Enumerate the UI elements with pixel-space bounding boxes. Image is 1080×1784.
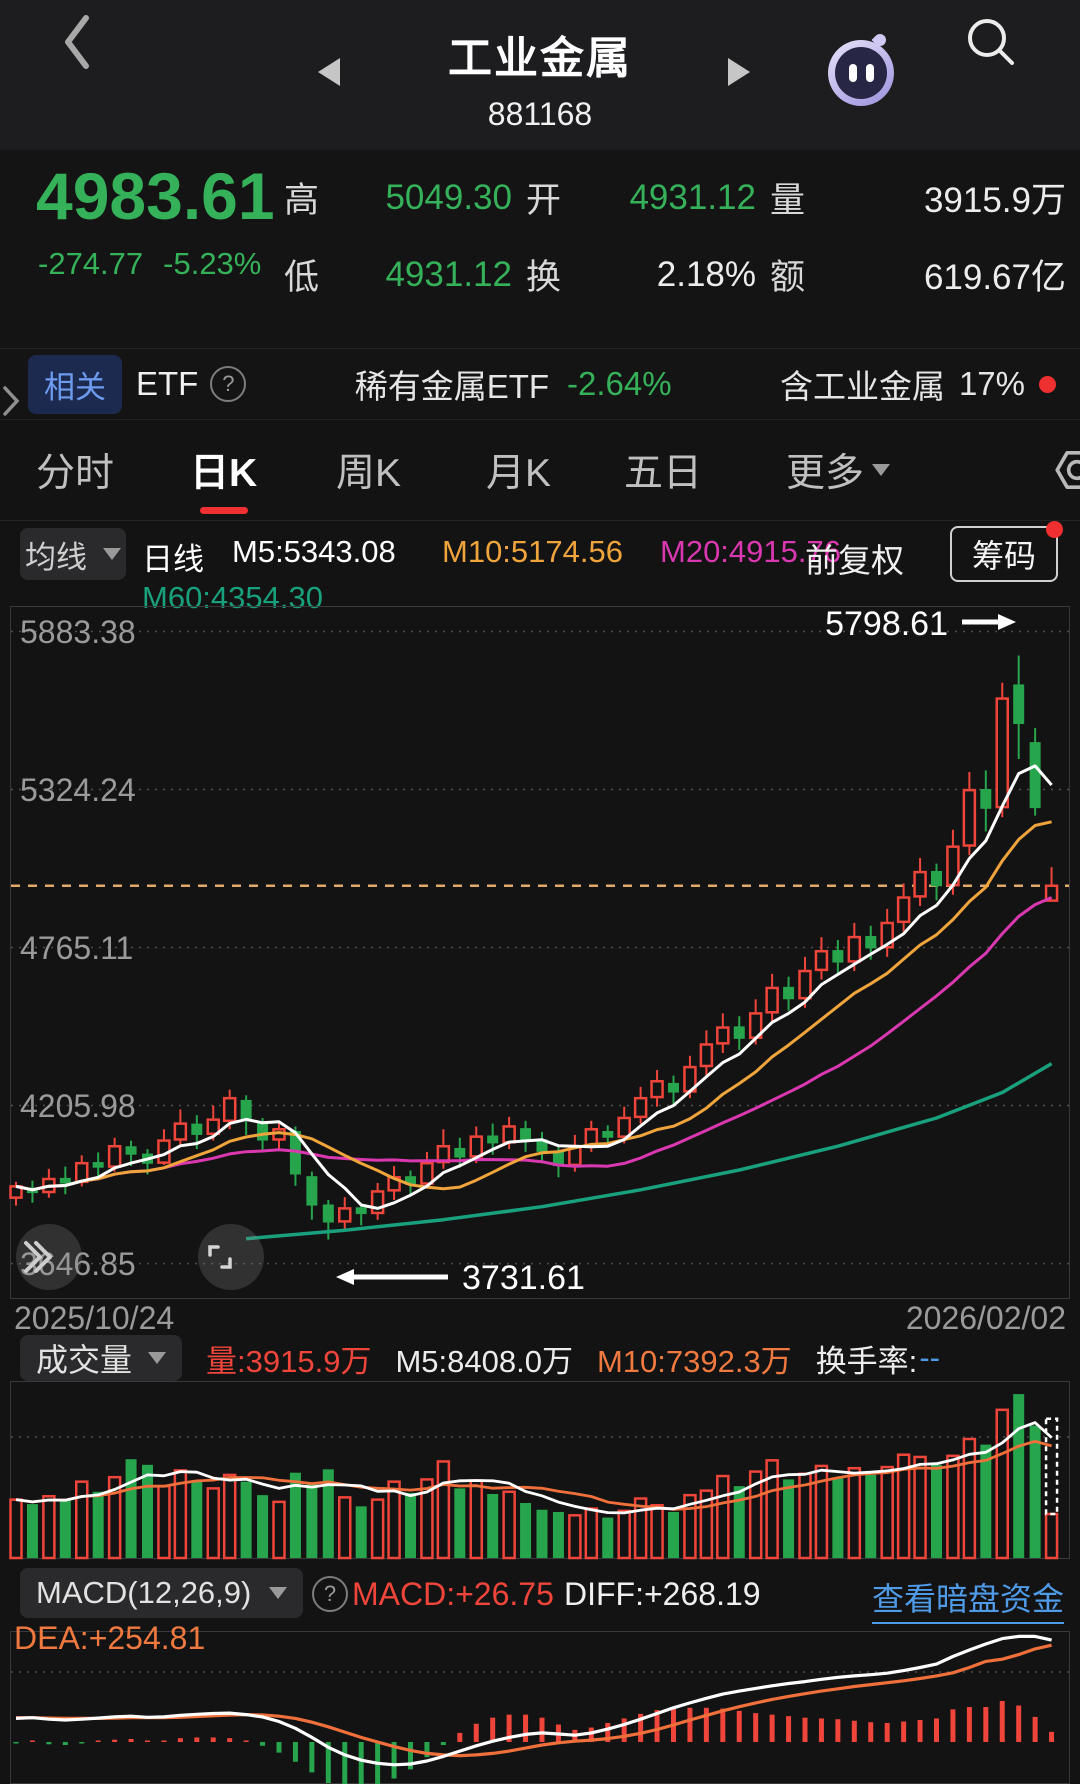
tab-five-day[interactable]: 五日 xyxy=(624,452,703,495)
volume-current: 量:3915.9万 xyxy=(206,1343,372,1379)
fullscreen-button[interactable] xyxy=(198,1224,264,1290)
date-start: 2025/10/24 xyxy=(14,1300,175,1336)
stat-value-turnover: 2.18% xyxy=(656,254,756,294)
kline-chart[interactable]: 5798.61 3731.61 xyxy=(0,605,1080,1300)
etf-holding-label: 含工业金属 xyxy=(779,368,945,405)
etf-name: 稀有金属ETF xyxy=(354,368,550,405)
dea-value: DEA:+254.81 xyxy=(14,1620,206,1656)
chevron-down-icon xyxy=(148,1352,167,1364)
fullscreen-icon xyxy=(208,1245,232,1269)
stat-label-turnover: 换 xyxy=(526,258,562,297)
tab-more-dropdown[interactable]: 更多 xyxy=(786,420,891,520)
stock-code: 881168 xyxy=(487,96,593,132)
prev-stock-button[interactable] xyxy=(318,58,340,86)
price-change: -274.77 xyxy=(38,246,144,281)
next-triangle-icon xyxy=(728,58,750,86)
collapse-panel-button[interactable] xyxy=(16,1224,82,1290)
prev-triangle-icon xyxy=(318,58,340,86)
search-icon xyxy=(968,19,1014,65)
help-icon[interactable]: ? xyxy=(210,366,247,402)
volume-bars xyxy=(9,1394,1069,1560)
low-annotation: 3731.61 xyxy=(336,1259,585,1297)
ma20-value: M20:4915.76 xyxy=(660,534,841,569)
y-axis-label: 4205.98 xyxy=(20,1088,136,1124)
tab-monthly-k[interactable]: 月K xyxy=(486,452,552,495)
header-bar: 工业金属 881168 xyxy=(0,0,1080,150)
page-title: 工业金属 xyxy=(448,34,632,83)
next-stock-button[interactable] xyxy=(728,58,750,86)
y-axis-label: 5324.24 xyxy=(20,772,136,808)
dark-pool-link[interactable]: 查看暗盘资金 xyxy=(871,1574,1064,1624)
macd-series xyxy=(11,1634,1069,1784)
kline-legend: 均线 日线 M5:5343.08 M10:5174.56 M20:4915.76… xyxy=(0,521,1080,615)
ma-dropdown-button[interactable]: 均线 xyxy=(20,528,126,580)
chevron-down-icon xyxy=(269,1587,288,1599)
volume-ma5: M5:8408.0万 xyxy=(395,1343,573,1379)
chevron-down-icon xyxy=(872,464,891,476)
ma5-value: M5:5343.08 xyxy=(232,534,396,569)
y-axis-label: 3646.85 xyxy=(20,1246,136,1282)
price-change-row: -274.77 -5.23% xyxy=(38,246,261,282)
stat-label-low: 低 xyxy=(284,258,320,297)
diff-value: DIFF:+268.19 xyxy=(564,1576,761,1612)
help-icon[interactable]: ? xyxy=(312,1576,348,1612)
volume-ma10: M10:7392.3万 xyxy=(596,1343,792,1379)
period-label: 日线 xyxy=(142,542,204,577)
volume-legend: 成交量 量:3915.9万 M5:8408.0万 M10:7392.3万 换手率… xyxy=(0,1335,1080,1381)
y-axis-label: 5883.38 xyxy=(20,614,136,650)
related-badge: 相关 xyxy=(28,354,122,414)
etf-label: ETF xyxy=(136,365,199,402)
chart-tab-bar: 分时 日K 周K 月K 五日 更多 xyxy=(0,420,1080,521)
chevron-down-icon xyxy=(103,548,121,560)
tab-weekly-k[interactable]: 周K xyxy=(336,452,402,495)
stat-value-open: 4931.12 xyxy=(629,177,756,217)
x-axis-dates: 2025/10/24 2026/02/02 xyxy=(0,1300,1080,1338)
notification-dot xyxy=(1039,375,1056,393)
quote-panel: 4983.61 -274.77 -5.23% 高 5049.30 开 4931.… xyxy=(0,150,1080,346)
assistant-robot-button[interactable] xyxy=(828,31,894,106)
ma60-value: M60:4354.30 xyxy=(142,580,323,615)
stat-label-high: 高 xyxy=(284,181,320,220)
macd-value: MACD:+26.75 xyxy=(352,1576,554,1612)
quote-stats-grid: 高 5049.30 开 4931.12 量 3915.9万 低 4931.12 … xyxy=(284,172,1066,300)
adjust-mode-toggle[interactable]: 前复权 xyxy=(805,542,904,579)
related-etf-row[interactable]: 相关 ETF ? 稀有金属ETF -2.64% 含工业金属 17% xyxy=(0,348,1080,420)
svg-text:5798.61: 5798.61 xyxy=(825,605,948,643)
svg-text:3731.61: 3731.61 xyxy=(462,1259,585,1297)
stat-label-open: 开 xyxy=(526,181,562,220)
stat-value-volume: 3915.9万 xyxy=(923,181,1066,220)
robot-face-icon xyxy=(835,47,887,99)
candlestick-series xyxy=(9,630,1069,1265)
y-axis-label: 4765.11 xyxy=(20,930,134,966)
current-price: 4983.61 xyxy=(36,159,275,233)
volume-dropdown-button[interactable]: 成交量 xyxy=(20,1335,183,1381)
volume-chart[interactable] xyxy=(0,1380,1080,1562)
tab-daily-k[interactable]: 日K xyxy=(190,420,257,520)
etf-change: -2.64% xyxy=(567,365,672,402)
macd-legend: MACD(12,26,9) ? MACD:+26.75 DIFF:+268.19… xyxy=(0,1568,1080,1664)
stat-value-amount: 619.67亿 xyxy=(923,258,1066,297)
gear-icon xyxy=(1055,450,1080,490)
macd-dropdown-button[interactable]: MACD(12,26,9) xyxy=(20,1568,304,1618)
stat-label-volume: 量 xyxy=(770,181,806,220)
notification-dot xyxy=(1046,521,1063,538)
tab-minute[interactable]: 分时 xyxy=(36,452,115,495)
stat-value-low: 4931.12 xyxy=(385,254,512,294)
stat-label-amount: 额 xyxy=(770,258,806,297)
high-annotation: 5798.61 xyxy=(825,605,1016,643)
back-chevron-icon xyxy=(65,15,89,69)
stat-value-high: 5049.30 xyxy=(385,177,512,217)
date-end: 2026/02/02 xyxy=(905,1300,1066,1336)
double-chevron-right-icon xyxy=(24,1241,52,1273)
active-tab-underline xyxy=(199,507,248,514)
turnover-label: 换手率: xyxy=(815,1343,918,1379)
price-change-pct: -5.23% xyxy=(163,246,262,281)
turnover-value: -- xyxy=(919,1340,940,1375)
chips-button[interactable]: 筹码 xyxy=(950,521,1063,582)
etf-holding-pct: 17% xyxy=(958,365,1025,402)
ma10-value: M10:5174.56 xyxy=(442,534,623,569)
